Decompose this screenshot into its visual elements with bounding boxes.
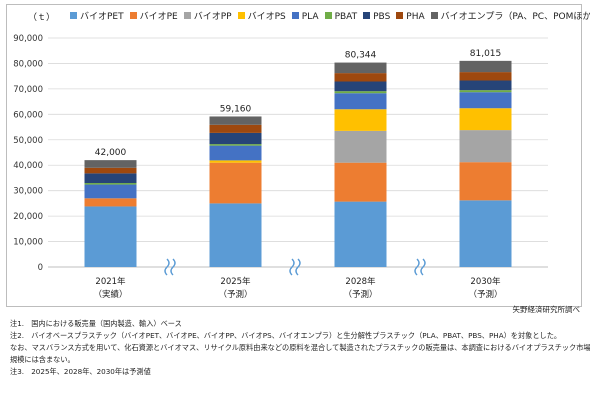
chart-frame <box>6 4 582 307</box>
legend-swatch <box>363 12 371 19</box>
bar-segment <box>459 90 512 93</box>
y-tick-label: 40,000 <box>13 161 43 171</box>
y-tick-label: 10,000 <box>13 238 43 248</box>
bar-segment <box>209 160 262 163</box>
legend-swatch <box>70 12 77 19</box>
bar-segment <box>84 206 137 267</box>
legend-swatch <box>183 12 191 19</box>
total-label: 81,015 <box>470 49 502 59</box>
source-credit: 矢野経済研究所調べ <box>512 305 581 314</box>
bar-segment <box>334 109 387 131</box>
legend-label: PLA <box>301 12 319 22</box>
legend-item: バイオPE <box>129 10 178 24</box>
bar-segment <box>334 201 387 267</box>
bar-segment <box>459 200 512 267</box>
legend-item: バイオPP <box>183 10 232 24</box>
bar-segment <box>209 162 262 204</box>
x-category-sublabel: （予測） <box>468 289 502 300</box>
x-category-sublabel: （実績） <box>93 289 127 300</box>
note-3: 注3. 2025年、2028年、2030年は予測値 <box>10 367 151 376</box>
x-category-label: 2030年 <box>470 276 501 287</box>
axis-break-mark <box>289 258 295 276</box>
axis-break-mark <box>295 258 301 276</box>
bar-segment <box>209 203 262 267</box>
legend-label: PHA <box>406 12 425 22</box>
bar-segment <box>84 198 137 207</box>
notes: 注1. 国内における販売量（国内製造、輸入）ベース 注2. バイオベースプラスチ… <box>10 318 590 378</box>
bar-segment <box>459 72 512 81</box>
note-2-cont: なお、マスバランス方式を用いて、化石資源とバイオマス、リサイクル原料由来などの原… <box>10 343 590 352</box>
legend-swatch <box>291 12 299 19</box>
bar-segment <box>334 162 387 202</box>
legend-label: バイオエンプラ（PA、PC、POMほか） <box>440 12 590 22</box>
bar-segment <box>459 80 512 91</box>
axis-break-mark <box>170 258 176 276</box>
y-tick-label: 60,000 <box>13 110 43 120</box>
y-tick-label: 30,000 <box>13 187 43 197</box>
x-category-label: 2025年 <box>220 276 251 287</box>
bar-segment <box>334 73 387 82</box>
bar-segment <box>334 93 387 110</box>
unit-label: （ｔ） <box>28 13 56 23</box>
stacked-bar-chart: 0 10,000 20,000 30,000 40,000 50,000 60,000 70,… <box>13 34 548 300</box>
bar-segment <box>334 81 387 92</box>
legend-item: バイオPS <box>237 10 286 24</box>
bar-segment <box>209 124 262 133</box>
y-tick-label: 50,000 <box>13 136 43 146</box>
legend-label: バイオPP <box>193 12 232 22</box>
bar-segment <box>84 183 137 185</box>
legend-item: PHA <box>396 10 425 24</box>
legend-item: PBS <box>363 10 390 24</box>
y-tick-label: 70,000 <box>13 85 43 95</box>
note-1: 注1. 国内における販売量（国内製造、輸入）ベース <box>10 319 182 328</box>
bar-segment <box>459 92 512 109</box>
bar-segment <box>84 184 137 199</box>
bar-segment <box>334 130 387 163</box>
total-label: 42,000 <box>95 148 127 158</box>
x-category-label: 2028年 <box>345 276 376 287</box>
total-label: 59,160 <box>220 104 252 114</box>
legend-label: PBAT <box>334 12 358 22</box>
bar-segment <box>209 145 262 161</box>
x-category-sublabel: （予測） <box>343 289 377 300</box>
legend-swatch <box>237 12 245 19</box>
bar-segment <box>84 160 137 168</box>
legend-swatch <box>324 12 332 19</box>
note-2-cont2: 規模には含まない。 <box>10 355 75 364</box>
bar-segment <box>84 167 137 174</box>
bar-segment <box>209 116 262 125</box>
total-label: 80,344 <box>345 51 377 61</box>
legend-item: バイオPET <box>70 10 124 24</box>
legend-label: バイオPS <box>247 12 286 22</box>
legend-label: バイオPE <box>139 12 178 22</box>
bar-segment <box>459 130 512 163</box>
bar-segment <box>209 132 262 145</box>
legend-item: バイオエンプラ（PA、PC、POMほか） <box>430 10 590 24</box>
bar-segment <box>84 173 137 184</box>
axis-break-mark <box>414 258 420 276</box>
y-tick-label: 0 <box>38 263 43 273</box>
legend-item: PLA <box>291 10 319 24</box>
legend-swatch <box>396 12 404 19</box>
x-category-sublabel: （予測） <box>218 289 252 300</box>
legend-swatch <box>430 12 438 19</box>
legend: バイオPET バイオPE バイオPP バイオPS PLA PBAT PBS PHA バイオエンプ… <box>0 10 590 26</box>
bar-segment <box>209 144 262 146</box>
bar-segment <box>334 62 387 74</box>
note-2: 注2. バイオベースプラスチック（バイオPET、バイオPE、バイオPP、バイオP… <box>10 331 562 340</box>
bar-segment <box>334 91 387 94</box>
legend-item: PBAT <box>324 10 358 24</box>
bar-segment <box>459 108 512 131</box>
bar-segment <box>459 60 512 73</box>
legend-label: バイオPET <box>80 12 124 22</box>
legend-swatch <box>129 12 137 19</box>
legend-label: PBS <box>373 12 391 22</box>
axis-break-mark <box>164 258 170 276</box>
y-tick-label: 80,000 <box>13 59 43 69</box>
x-category-label: 2021年 <box>95 276 126 287</box>
y-tick-label: 20,000 <box>13 212 43 222</box>
axis-break-mark <box>420 258 426 276</box>
y-tick-label: 90,000 <box>13 34 43 44</box>
bar-segment <box>459 162 512 201</box>
